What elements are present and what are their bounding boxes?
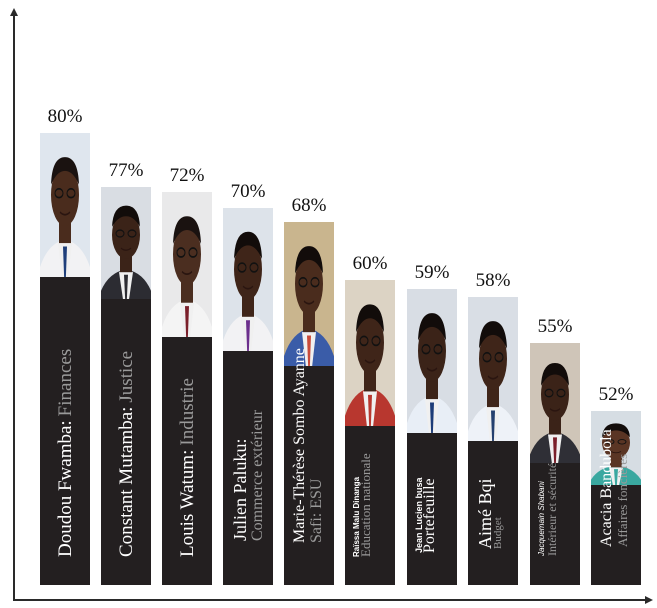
- category-name: Julien Paluku:: [230, 438, 250, 542]
- category-label-text: Louis Watum: Industrie: [177, 378, 198, 558]
- bar: [407, 433, 457, 585]
- category-name: Doudou Fwamba:: [55, 420, 76, 558]
- bar-photo: [530, 343, 580, 486]
- bar: [345, 426, 395, 585]
- bar-value-label: 52%: [598, 384, 634, 405]
- category-name: Marie-Thérèse Sombo Ayanne: [291, 348, 308, 544]
- bar-photo: [591, 411, 641, 499]
- category-label-text: Acacia Bandubola Affaires foncières: [598, 428, 630, 547]
- bar: [591, 485, 641, 585]
- bar-value-label: 68%: [291, 195, 327, 216]
- bar: [284, 366, 334, 585]
- bar-value-label: 80%: [47, 106, 83, 127]
- portrait-icon: [591, 411, 641, 499]
- category-role: Industrie: [177, 378, 198, 446]
- bar-value-label: 70%: [230, 181, 266, 202]
- bar-value-label: 77%: [108, 160, 144, 181]
- bar: [40, 277, 90, 585]
- category-label-text: Jean Lucien busa Portefeuille: [414, 477, 439, 553]
- portrait-icon: [468, 297, 518, 469]
- category-role: Commerce extérieur: [248, 410, 266, 542]
- bar: [468, 441, 518, 585]
- bar-value-label: 58%: [475, 270, 511, 291]
- category-label-text: Marie-Thérèse Sombo Ayanne Safi: ESU: [291, 348, 326, 544]
- category-label-text: Julien Paluku: Commerce extérieur: [230, 410, 267, 542]
- y-axis-arrow: [10, 8, 18, 16]
- bar-value-label: 59%: [414, 262, 450, 283]
- category-label-text: Constant Mutamba: Justice: [116, 350, 137, 558]
- category-role: Safi: ESU: [307, 478, 325, 544]
- bar-value-label: 55%: [537, 316, 573, 337]
- x-axis-arrow: [645, 596, 653, 604]
- y-axis: [13, 14, 15, 601]
- category-role: Affaires foncières: [614, 453, 630, 547]
- category-role: Justice: [116, 350, 137, 403]
- category-label-text: Raïssa Malu Dinanga Education nationale: [352, 453, 374, 557]
- category-name: Constant Mutamba:: [116, 406, 137, 558]
- category-role: Finances: [55, 348, 76, 417]
- bar: [162, 337, 212, 585]
- category-label-text: Jacquemain Shabani Intérieur et sécurité: [537, 462, 560, 557]
- bar-value-label: 72%: [169, 165, 205, 186]
- category-label-text: Aimé Bqi Budget: [475, 478, 504, 549]
- category-label-text: Doudou Fwamba: Finances: [55, 348, 76, 558]
- category-name: Acacia Bandubola: [598, 428, 615, 547]
- category-name: Louis Watum:: [177, 449, 198, 558]
- bar: [530, 463, 580, 585]
- category-role: Education nationale: [358, 453, 374, 557]
- category-role: Intérieur et sécurité: [545, 462, 560, 557]
- bar: [223, 351, 273, 585]
- bar-photo: [468, 297, 518, 469]
- bar: [101, 299, 151, 585]
- bar-value-label: 60%: [352, 253, 388, 274]
- portrait-icon: [530, 343, 580, 486]
- category-role: Portefeuille: [421, 478, 439, 553]
- x-axis: [13, 599, 645, 601]
